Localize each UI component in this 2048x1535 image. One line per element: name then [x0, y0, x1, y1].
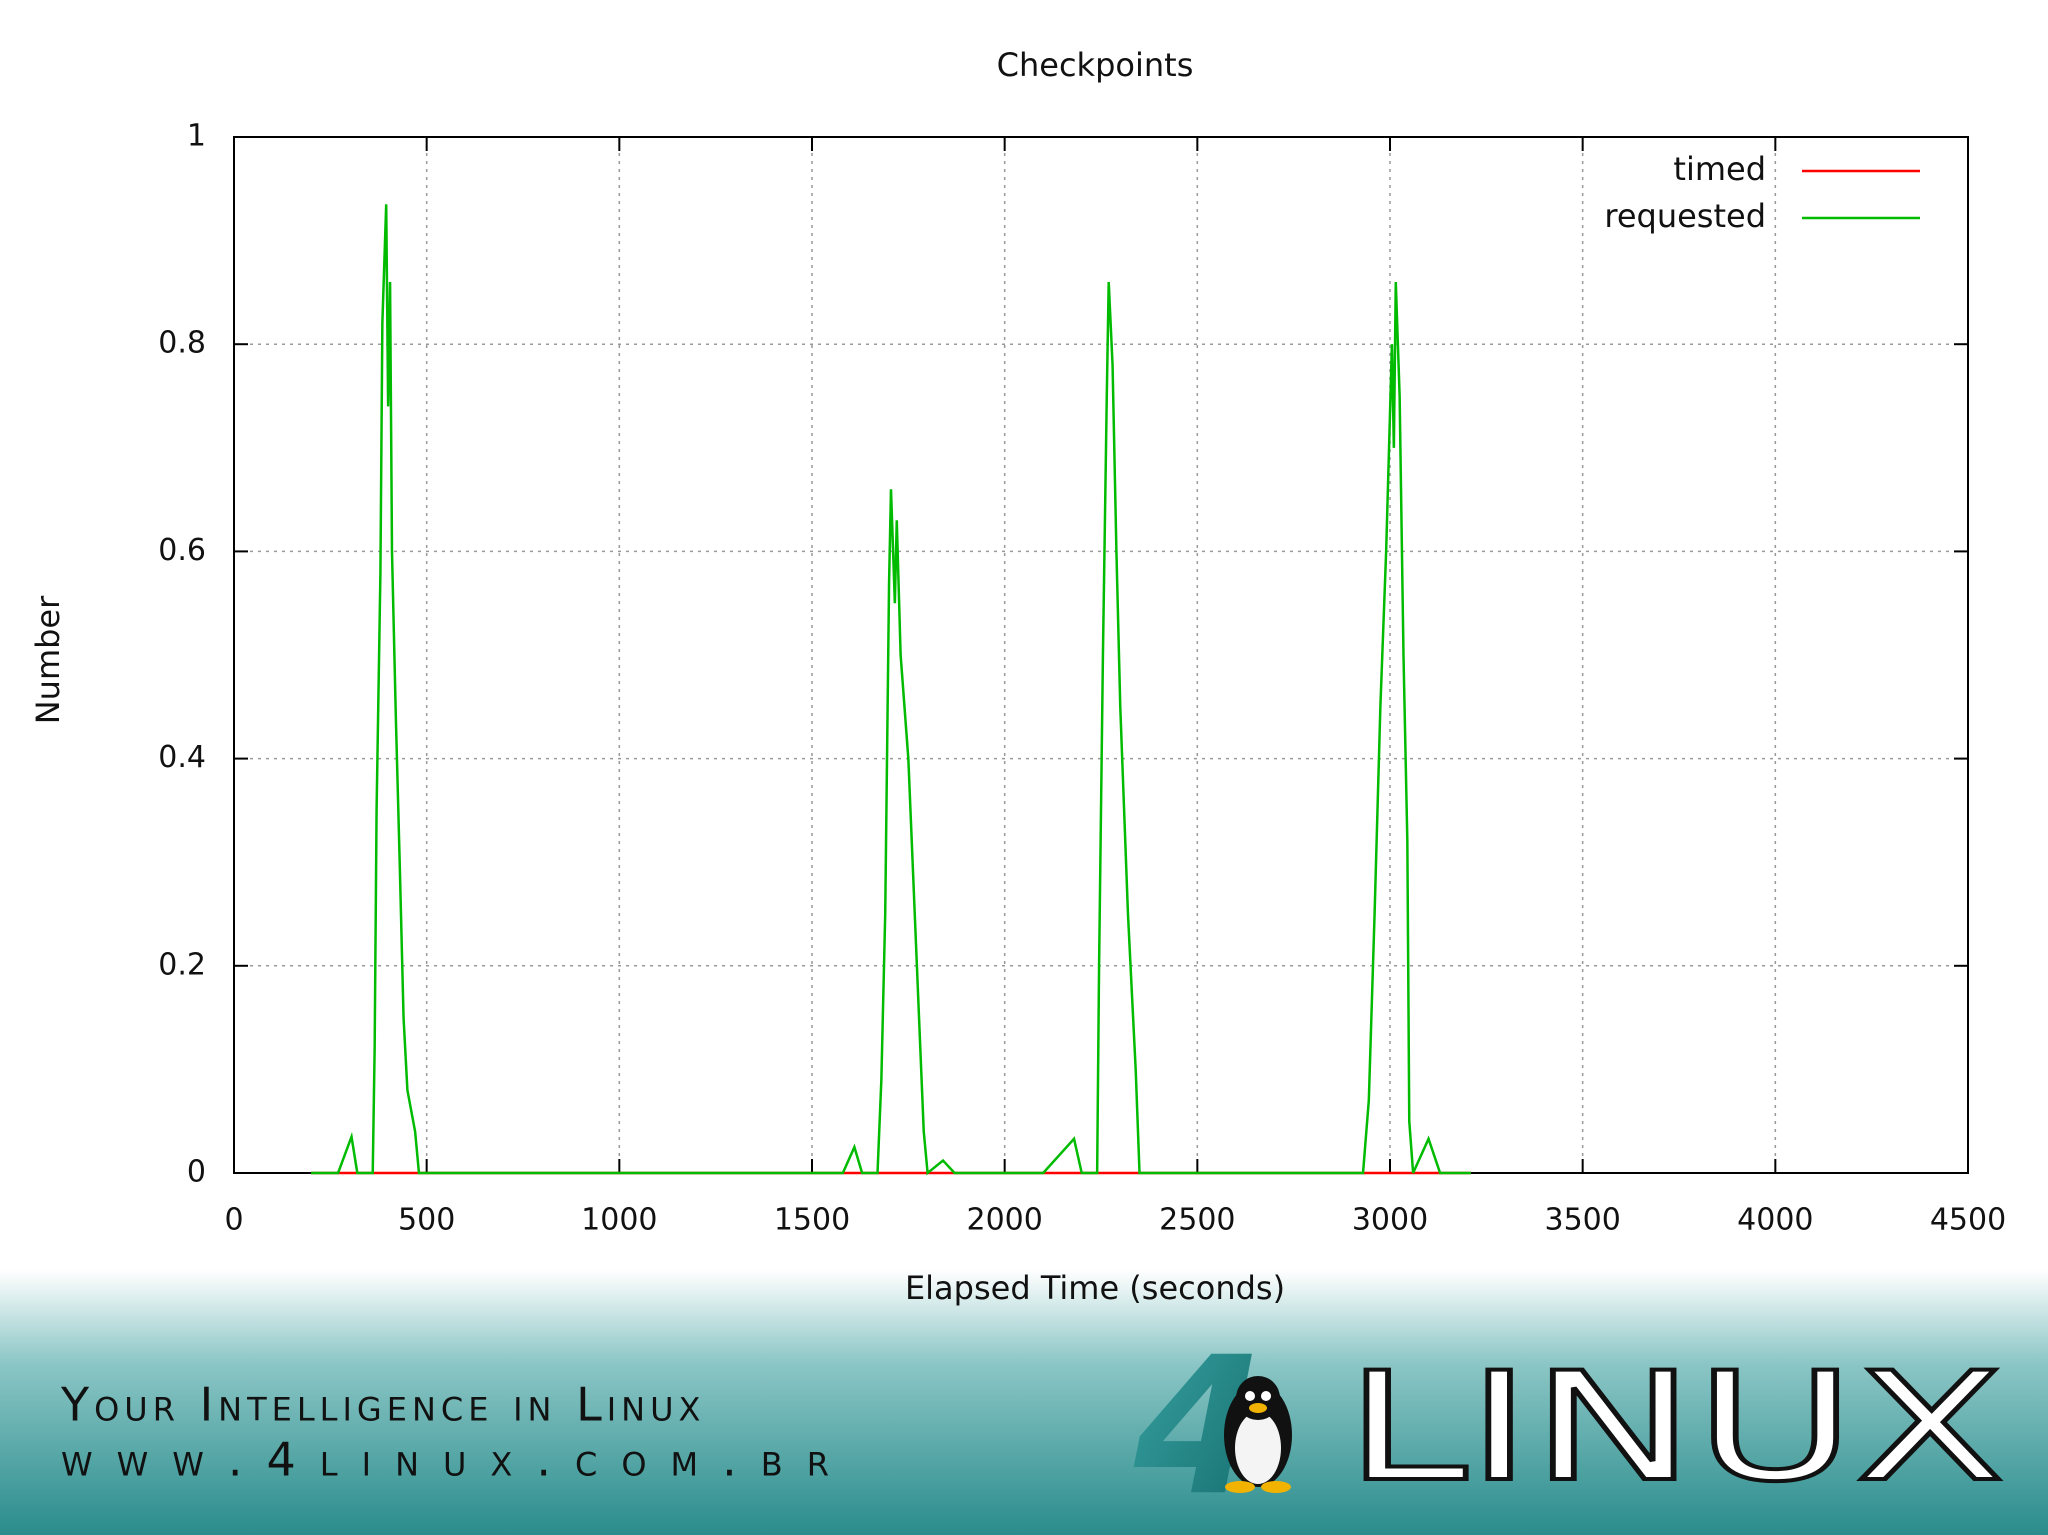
chart-title: Checkpoints	[997, 46, 1194, 84]
x-axis-label: Elapsed Time (seconds)	[905, 1269, 1285, 1307]
x-tick-label: 1000	[581, 1203, 657, 1238]
legend-label: timed	[1673, 150, 1766, 188]
y-tick-label: 0.2	[158, 947, 206, 982]
y-axis-label: Number	[29, 595, 67, 724]
x-tick-label: 2500	[1159, 1203, 1235, 1238]
y-tick-label: 1	[187, 119, 206, 154]
logo-text: LINUX	[1345, 1341, 2005, 1515]
x-tick-label: 4000	[1737, 1203, 1813, 1238]
footer-url: www.4linux.com.br	[61, 1433, 853, 1487]
footer-band	[0, 1270, 2048, 1535]
plot-frame	[233, 136, 1969, 1174]
series-line	[311, 204, 1471, 1176]
footer-slogan: Your Intelligence in Linux	[60, 1378, 705, 1432]
y-tick-label: 0.4	[158, 740, 206, 775]
y-tick-label: 0.6	[158, 533, 206, 568]
logo-penguin	[1224, 1376, 1292, 1493]
legend-label: requested	[1604, 197, 1766, 235]
x-tick-label: 2000	[966, 1203, 1042, 1238]
x-tick-label: 3000	[1352, 1203, 1428, 1238]
x-tick-label: 4500	[1930, 1203, 2006, 1238]
x-tick-label: 3500	[1544, 1203, 1620, 1238]
y-tick-label: 0.8	[158, 326, 206, 361]
x-tick-label: 0	[224, 1203, 243, 1238]
x-tick-label: 1500	[774, 1203, 850, 1238]
x-tick-label: 500	[398, 1203, 455, 1238]
y-tick-label: 0	[187, 1155, 206, 1190]
